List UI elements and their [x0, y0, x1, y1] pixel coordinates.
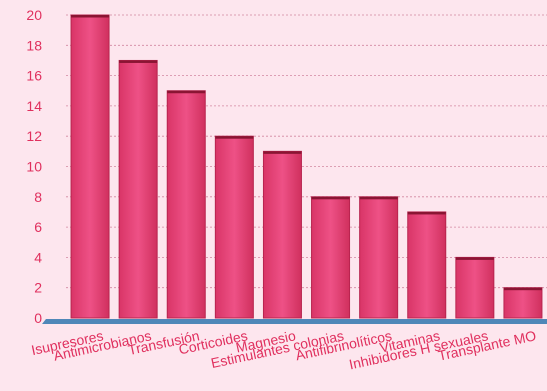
bar [455, 256, 495, 319]
bar [359, 196, 399, 319]
bar-top-edge [407, 211, 446, 215]
bar [118, 59, 158, 319]
bar-top-edge [263, 151, 302, 154]
y-tick-label: 12 [26, 128, 42, 144]
bar-top-edge [215, 136, 254, 139]
y-tick-label: 0 [34, 310, 42, 326]
y-tick-label: 20 [26, 7, 42, 23]
bar-top-edge [455, 257, 494, 260]
bar [214, 135, 254, 319]
bar-top-edge [359, 196, 398, 200]
bar [166, 90, 206, 319]
x-axis-category-labels: IsupresoresAntimicrobianosTransfusiónCor… [30, 327, 538, 372]
y-tick-label: 14 [26, 98, 42, 114]
bar [407, 211, 447, 319]
y-tick-label: 10 [26, 159, 42, 175]
bar [503, 287, 543, 319]
y-tick-label: 16 [26, 68, 42, 84]
y-tick-label: 2 [34, 280, 42, 296]
y-tick-label: 8 [34, 189, 42, 205]
x-axis-floor [42, 319, 547, 324]
bar-top-edge [71, 15, 110, 18]
bar [311, 196, 351, 319]
bar-top-edge [167, 90, 206, 94]
axis-floor [42, 319, 547, 324]
y-axis-tick-labels: 0 2 4 6 8 10 12 14 16 18 20 [26, 7, 42, 326]
y-tick-label: 6 [34, 219, 42, 235]
bars [70, 14, 543, 319]
bar [262, 150, 302, 319]
y-tick-label: 4 [34, 249, 42, 265]
bar-top-edge [503, 287, 542, 291]
y-tick-label: 18 [26, 37, 42, 53]
bar-top-edge [119, 60, 158, 63]
bar-top-edge [311, 196, 350, 200]
bar [70, 14, 110, 319]
